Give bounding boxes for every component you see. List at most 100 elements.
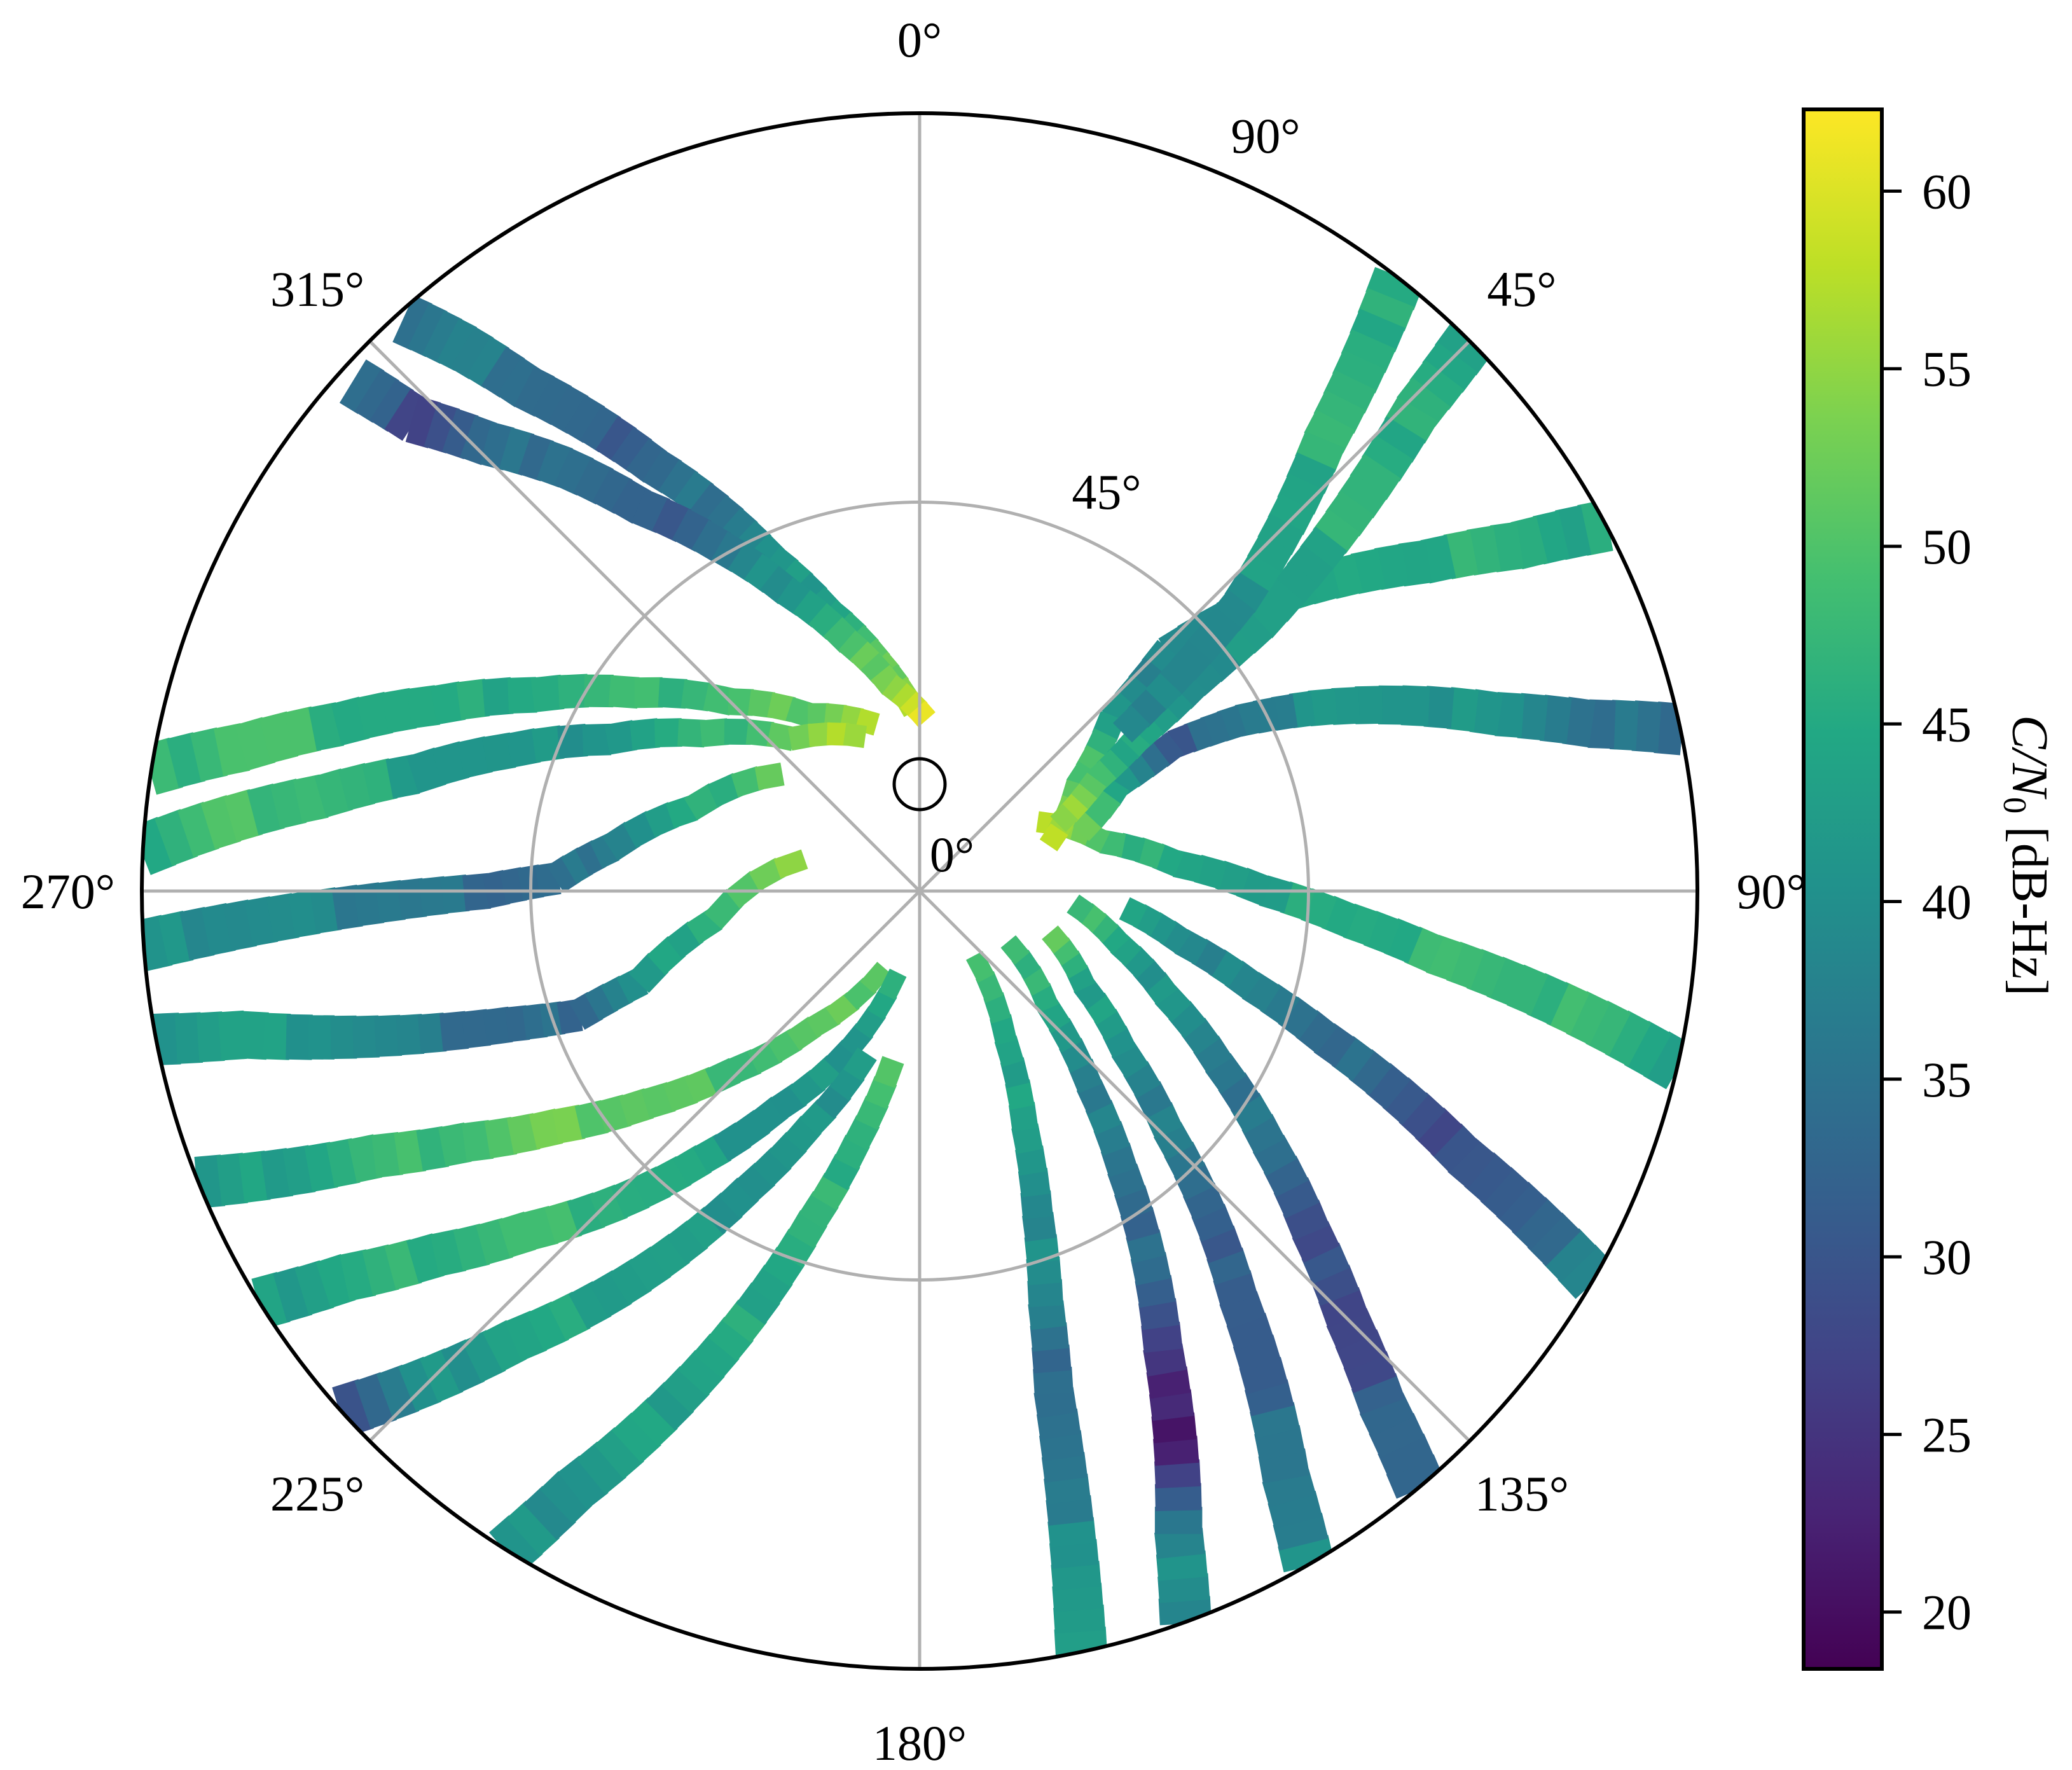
- cn0-cell: [1631, 700, 1662, 753]
- cn0-cell: [286, 1014, 313, 1060]
- cn0-cell: [1078, 903, 1107, 933]
- cn0-cell: [718, 1177, 759, 1219]
- cn0-cell: [1539, 695, 1572, 744]
- cn0-cell: [860, 962, 892, 994]
- cn0-cell: [626, 438, 667, 483]
- satellite-track: [1042, 925, 1334, 1573]
- cn0-cell: [1241, 972, 1281, 1013]
- cn0-cell: [1512, 1196, 1564, 1250]
- radial-label: 0°: [930, 827, 974, 882]
- cn0-cell: [693, 1333, 740, 1379]
- cn0-cell: [1050, 804, 1079, 833]
- cn0-cell: [604, 720, 638, 755]
- cn0-cell: [1042, 925, 1070, 954]
- cn0-cell: [1409, 359, 1465, 410]
- zenith-marker: [892, 757, 947, 812]
- cn0-cell: [592, 467, 633, 514]
- cn0-cell: [762, 1247, 805, 1287]
- satellite-track: [339, 359, 936, 728]
- cn0-cell: [1150, 731, 1184, 768]
- cn0-cell: [1089, 913, 1119, 943]
- cn0-cell: [354, 1372, 397, 1429]
- cn0-cell: [1273, 1177, 1320, 1219]
- cn0-cell: [1218, 1072, 1260, 1114]
- cn0-cell: [481, 346, 525, 398]
- cn0-cell: [1224, 960, 1263, 1000]
- cn0-cell: [873, 1056, 904, 1088]
- colorbar-tick-label: 45: [1922, 696, 1972, 752]
- cn0-cell: [1153, 1121, 1194, 1161]
- cn0-cell: [1208, 949, 1245, 988]
- cn0-cell: [1081, 801, 1112, 831]
- cn0-cell: [330, 1015, 357, 1060]
- cn0-cell: [1143, 1343, 1187, 1377]
- cn0-cell: [579, 405, 621, 453]
- azimuth-label: 135°: [1475, 1466, 1569, 1521]
- cn0-cell: [547, 385, 589, 434]
- cn0-cell: [1096, 749, 1128, 781]
- cn0-cell: [1308, 688, 1338, 726]
- cn0-cell: [749, 1264, 793, 1306]
- cn0-cell: [1386, 1454, 1444, 1499]
- cn0-cell: [481, 677, 514, 717]
- cn0-cell: [1369, 1413, 1425, 1458]
- satellite-track: [1072, 685, 1685, 841]
- cn0-cell: [808, 722, 832, 747]
- cn0-cell: [785, 696, 815, 728]
- cn0-cell: [1230, 1093, 1274, 1134]
- cn0-cell: [548, 1291, 591, 1341]
- cn0-cell: [398, 1357, 442, 1412]
- cn0-cell: [1332, 349, 1386, 394]
- colorbar-tick-label: 50: [1922, 519, 1972, 574]
- cn0-cell: [1605, 1010, 1652, 1067]
- cn0-cell: [1469, 689, 1503, 736]
- cn0-cell: [407, 302, 448, 357]
- cn0-cell: [1365, 266, 1423, 310]
- cn0-cell: [536, 440, 573, 488]
- cn0-cell: [700, 718, 729, 747]
- cn0-cell: [1496, 1181, 1548, 1234]
- cn0-cell: [1149, 1389, 1194, 1421]
- cn0-cell: [1047, 1517, 1096, 1547]
- cn0-cell: [263, 1013, 291, 1060]
- satellite-track: [332, 1047, 877, 1437]
- cn0-cell: [878, 968, 907, 1000]
- cn0-cell: [1343, 1351, 1397, 1393]
- cn0-cell: [1022, 1212, 1057, 1242]
- cn0-cell: [240, 1011, 269, 1060]
- cn0-cell: [1159, 920, 1192, 955]
- cn0-cell: [218, 1010, 247, 1061]
- cn0-cell: [1074, 977, 1107, 1010]
- cn0-cell: [1032, 1345, 1072, 1374]
- cn0-cell: [1241, 1114, 1286, 1155]
- satellite-track: [153, 849, 808, 1066]
- cn0-cell: [352, 1015, 380, 1058]
- cn0-cell: [908, 700, 936, 728]
- cn0-cell: [1051, 937, 1080, 966]
- cn0-cell: [1422, 342, 1479, 393]
- cn0-cell: [1011, 1123, 1044, 1154]
- cn0-cell: [1099, 923, 1130, 955]
- cn0-cell: [1030, 1322, 1070, 1352]
- cn0-cell: [1643, 1031, 1692, 1089]
- cn0-cell: [584, 983, 619, 1021]
- cn0-cell: [1072, 812, 1102, 841]
- cn0-cell: [1557, 1244, 1613, 1299]
- cn0-cell: [642, 448, 682, 494]
- cn0-cell: [677, 718, 706, 748]
- cn0-cell: [611, 478, 652, 524]
- cn0-cell: [1086, 760, 1117, 792]
- cn0-cell: [1430, 1123, 1481, 1173]
- colorbar-tick-label: 35: [1922, 1052, 1972, 1107]
- cn0-cell: [1068, 783, 1098, 812]
- cn0-cell: [1301, 1242, 1350, 1284]
- cn0-cell: [775, 1228, 817, 1268]
- cn0-cell: [1624, 1020, 1672, 1078]
- cn0-cell: [1153, 1435, 1199, 1466]
- cn0-cell: [1397, 377, 1451, 427]
- cn0-cell: [1526, 972, 1570, 1025]
- cn0-cell: [1350, 453, 1401, 501]
- azimuth-label: 225°: [270, 1466, 364, 1521]
- cn0-cell: [1378, 685, 1406, 725]
